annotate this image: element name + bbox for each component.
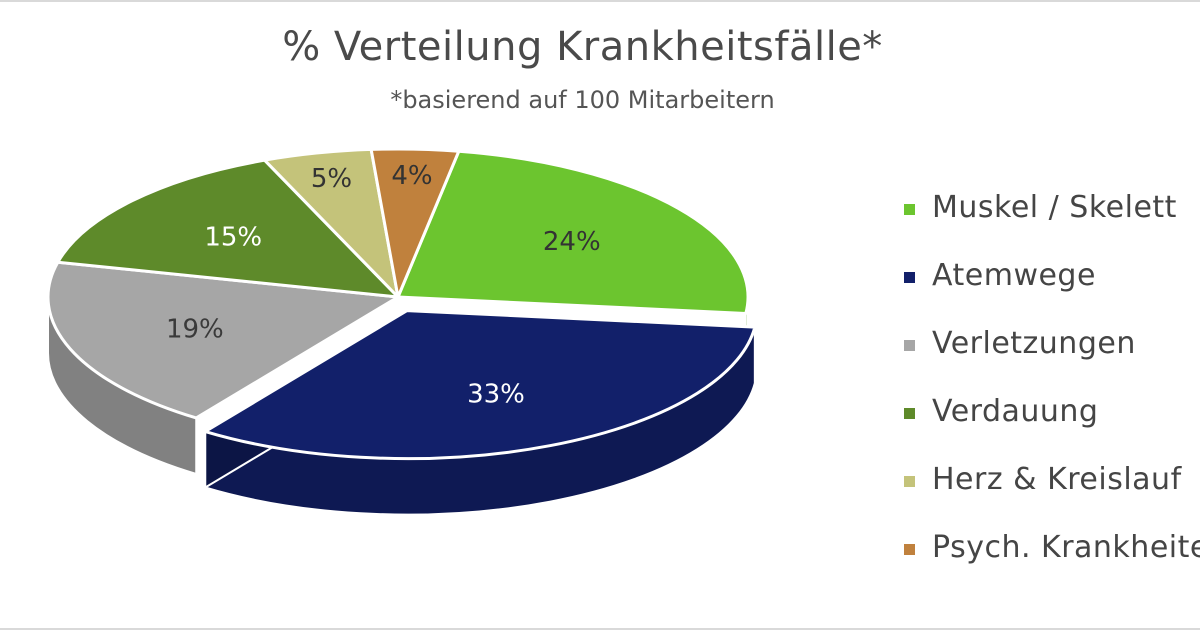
legend-swatch [904, 544, 915, 555]
data-label-4: 5% [311, 164, 352, 194]
legend-swatch [904, 408, 915, 419]
chart-title: % Verteilung Krankheitsfälle* [282, 24, 883, 70]
pie-slice-verletzungen [46, 260, 400, 420]
pie-slice-psych-krankheiten [369, 147, 461, 299]
data-label-2: 19% [166, 314, 224, 344]
legend-swatch [904, 272, 915, 283]
data-label-0: 24% [543, 227, 601, 257]
data-label-5: 4% [391, 161, 432, 191]
data-label-3: 15% [204, 222, 262, 252]
legend-item: Verletzungen [904, 324, 1200, 364]
legend-item: Muskel / Skelett [904, 188, 1200, 228]
legend-item: Atemwege [904, 256, 1200, 296]
legend-label: Muskel / Skelett [932, 190, 1177, 225]
legend-swatch [904, 340, 915, 351]
legend-item: Verdauung [904, 392, 1200, 432]
legend-item: Herz & Kreislauf [904, 460, 1200, 500]
pie-tops [46, 147, 757, 461]
legend-swatch [904, 476, 915, 487]
legend-label: Psych. Krankheiten [932, 530, 1200, 565]
pie-labels: 24% 33% 19% 15% 5% 4% [166, 161, 601, 409]
legend-swatch [904, 204, 915, 215]
legend-label: Herz & Kreislauf [932, 462, 1182, 497]
legend-item: Psych. Krankheiten [904, 528, 1200, 568]
data-label-1: 33% [467, 379, 525, 409]
legend-label: Atemwege [932, 258, 1096, 293]
legend-label: Verdauung [932, 394, 1099, 429]
pie-chart: 24% 33% 19% 15% 5% 4% [46, 147, 757, 516]
pie-slice-atemwege [203, 309, 757, 461]
pie-slice-muskel-skelett [396, 149, 750, 315]
chart-subtitle: *basierend auf 100 Mitarbeitern [390, 86, 775, 114]
legend-label: Verletzungen [932, 326, 1136, 361]
pie-slice-verdauung [56, 158, 400, 299]
